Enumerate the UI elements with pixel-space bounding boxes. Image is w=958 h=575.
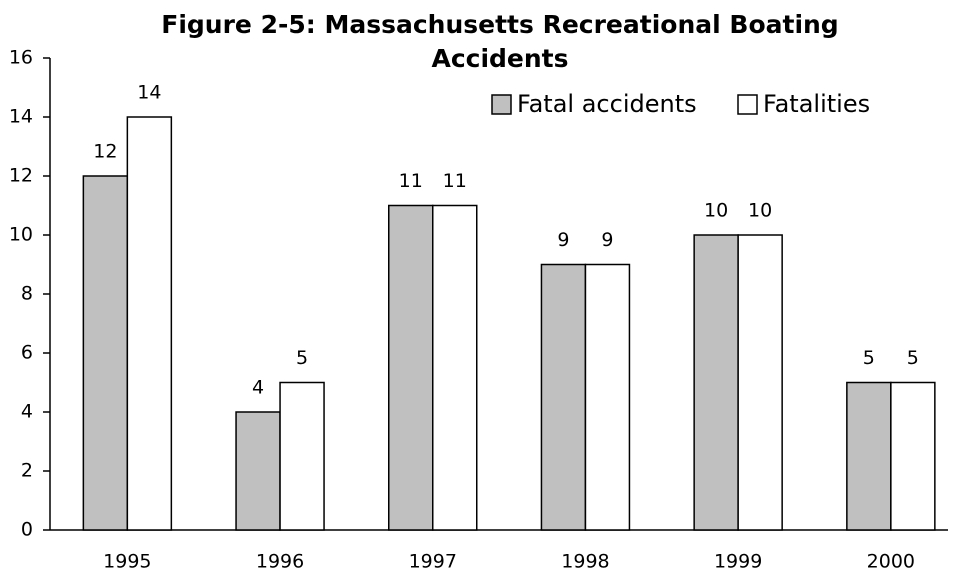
y-tick-label: 0 xyxy=(21,519,33,541)
bar xyxy=(846,381,892,531)
legend-swatch xyxy=(491,94,512,115)
bar xyxy=(737,234,783,531)
bar xyxy=(890,381,936,531)
y-tick-label: 10 xyxy=(9,224,33,246)
bar xyxy=(126,116,173,531)
y-tick-label: 4 xyxy=(21,401,33,423)
data-label: 12 xyxy=(93,141,117,163)
bar xyxy=(693,234,739,531)
bar xyxy=(432,204,478,531)
x-tick-label: 1995 xyxy=(103,551,151,573)
data-label: 4 xyxy=(252,377,264,399)
legend-label: Fatalities xyxy=(763,90,870,118)
x-tick-label: 1997 xyxy=(409,551,457,573)
bar xyxy=(540,263,587,531)
data-label: 5 xyxy=(863,347,875,369)
legend-label: Fatal accidents xyxy=(517,90,697,118)
data-label: 10 xyxy=(704,200,728,222)
bar xyxy=(235,411,281,531)
y-tick-label: 6 xyxy=(21,342,33,364)
data-label: 14 xyxy=(137,82,161,104)
data-label: 11 xyxy=(399,170,423,192)
y-tick-label: 12 xyxy=(9,165,33,187)
data-label: 9 xyxy=(557,229,569,251)
bar xyxy=(584,263,631,531)
x-tick-label: 1999 xyxy=(714,551,762,573)
y-tick-label: 8 xyxy=(21,283,33,305)
y-tick-label: 14 xyxy=(9,106,33,128)
bar xyxy=(82,175,129,531)
y-tick-label: 2 xyxy=(21,460,33,482)
data-label: 9 xyxy=(601,229,613,251)
x-tick-label: 1998 xyxy=(561,551,609,573)
data-label: 11 xyxy=(443,170,467,192)
legend-swatch xyxy=(737,94,758,115)
bar xyxy=(279,381,325,531)
bar xyxy=(388,204,434,531)
y-tick-label: 16 xyxy=(9,47,33,69)
data-label: 5 xyxy=(296,347,308,369)
x-tick-label: 2000 xyxy=(867,551,915,573)
data-label: 5 xyxy=(907,347,919,369)
chart-title: Figure 2-5: Massachusetts Recreational B… xyxy=(161,10,839,73)
x-tick-label: 1996 xyxy=(256,551,304,573)
data-label: 10 xyxy=(748,200,772,222)
